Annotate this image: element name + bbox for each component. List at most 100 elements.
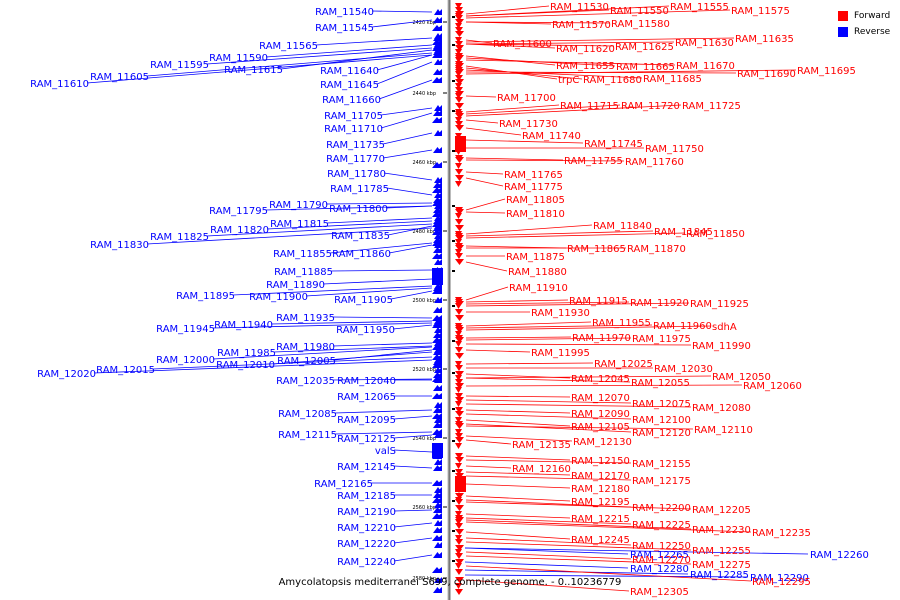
reverse-gene-label: RAM_12020 bbox=[37, 369, 96, 380]
forward-leader-line bbox=[465, 377, 631, 383]
forward-leader-line bbox=[465, 21, 611, 24]
reverse-feature-glyph bbox=[432, 535, 442, 541]
forward-gene-label: RAM_12075 bbox=[632, 399, 691, 410]
forward-gene-label: RAM_11870 bbox=[627, 244, 686, 255]
reverse-gene-label: RAM_12220 bbox=[337, 539, 396, 550]
reverse-leader-line bbox=[376, 61, 433, 85]
forward-gene-label: RAM_11680 bbox=[583, 75, 642, 86]
reverse-gene-label: RAM_11885 bbox=[274, 267, 333, 278]
reverse-leader-line bbox=[380, 112, 433, 129]
reverse-gene-label: RAM_11785 bbox=[330, 184, 389, 195]
reverse-feature-glyph bbox=[432, 480, 442, 486]
reverse-gene-label: RAM_11830 bbox=[90, 240, 149, 251]
reverse-feature-glyph bbox=[433, 218, 442, 224]
reverse-feature-glyph bbox=[432, 413, 442, 419]
reverse-feature-glyph bbox=[432, 315, 442, 321]
forward-feature-glyph bbox=[455, 433, 463, 439]
reverse-feature-glyph bbox=[434, 177, 442, 183]
reverse-feature-glyph bbox=[433, 385, 442, 391]
reverse-leader-line bbox=[322, 278, 433, 285]
feature-tick bbox=[452, 305, 455, 307]
forward-feature-glyph bbox=[455, 393, 463, 399]
forward-feature-glyph bbox=[455, 103, 464, 109]
reverse-leader-line bbox=[332, 342, 433, 347]
reverse-gene-label: RAM_11940 bbox=[214, 320, 273, 331]
reverse-gene-label: RAM_11890 bbox=[266, 280, 325, 291]
reverse-feature-block bbox=[432, 268, 443, 285]
scale-label: 2460 kbp bbox=[412, 160, 436, 166]
reverse-feature-glyph bbox=[433, 69, 442, 75]
forward-feature-glyph bbox=[455, 259, 464, 265]
reverse-feature-glyph bbox=[433, 237, 442, 243]
forward-gene-label: RAM_11665 bbox=[616, 62, 675, 73]
forward-gene-label: RAM_11775 bbox=[504, 182, 563, 193]
forward-leader-line bbox=[465, 59, 676, 66]
forward-leader-line bbox=[465, 579, 630, 592]
forward-gene-label: RAM_11910 bbox=[509, 283, 568, 294]
forward-feature-glyph bbox=[455, 23, 462, 29]
forward-feature-glyph bbox=[455, 31, 464, 37]
forward-feature-glyph bbox=[455, 27, 463, 33]
reverse-leader-line bbox=[382, 149, 433, 159]
forward-leader-line bbox=[465, 198, 506, 211]
reverse-leader-line bbox=[392, 324, 433, 330]
reverse-leader-line bbox=[393, 449, 433, 453]
forward-leader-line bbox=[465, 455, 571, 461]
forward-leader-line bbox=[465, 419, 571, 427]
forward-gene-label: RAM_11850 bbox=[686, 229, 745, 240]
reverse-leader-line bbox=[464, 574, 749, 578]
reverse-gene-label: RAM_11860 bbox=[332, 249, 391, 260]
reverse-gene-label: RAM_11735 bbox=[326, 140, 385, 151]
legend-label-reverse: Reverse bbox=[854, 27, 891, 37]
forward-leader-line bbox=[465, 336, 572, 339]
forward-feature-glyph bbox=[455, 209, 464, 215]
reverse-feature-glyph bbox=[433, 225, 442, 231]
forward-feature-glyph bbox=[455, 93, 462, 99]
forward-gene-label: RAM_11995 bbox=[531, 348, 590, 359]
forward-leader-line bbox=[465, 177, 504, 187]
forward-gene-label: trpC bbox=[558, 75, 579, 86]
reverse-leader-line bbox=[371, 10, 433, 13]
legend: Forward Reverse bbox=[838, 8, 890, 40]
feature-tick bbox=[452, 110, 455, 112]
forward-gene-label: RAM_11555 bbox=[670, 2, 729, 13]
reverse-gene-label: RAM_11935 bbox=[276, 313, 335, 324]
feature-tick bbox=[452, 150, 455, 152]
reverse-gene-label: RAM_11790 bbox=[269, 200, 328, 211]
reverse-gene-label: RAM_11615 bbox=[224, 65, 283, 76]
forward-gene-label: RAM_11685 bbox=[643, 74, 702, 85]
reverse-leader-line bbox=[382, 132, 433, 145]
figure-caption: Amycolatopsis mediterranei S699, complet… bbox=[278, 577, 622, 588]
reverse-leader-line bbox=[334, 409, 433, 414]
forward-gene-label: RAM_11725 bbox=[682, 101, 741, 112]
reverse-feature-glyph bbox=[434, 327, 442, 333]
forward-feature-glyph bbox=[455, 309, 463, 315]
forward-gene-label: RAM_12030 bbox=[654, 364, 713, 375]
forward-feature-glyph bbox=[455, 387, 462, 393]
forward-feature-glyph bbox=[455, 225, 464, 231]
reverse-gene-label: RAM_12095 bbox=[337, 415, 396, 426]
feature-tick bbox=[452, 500, 455, 502]
forward-gene-label: RAM_12200 bbox=[632, 503, 691, 514]
forward-feature-glyph bbox=[455, 519, 462, 525]
forward-gene-label: RAM_11915 bbox=[569, 296, 628, 307]
reverse-leader-line bbox=[393, 434, 433, 439]
reverse-feature-glyph bbox=[434, 367, 442, 373]
forward-gene-label: RAM_11670 bbox=[676, 61, 735, 72]
forward-feature-glyph bbox=[455, 417, 462, 423]
reverse-gene-label: RAM_11905 bbox=[334, 295, 393, 306]
forward-leader-line bbox=[465, 230, 654, 237]
reverse-gene-label: RAM_12260 bbox=[810, 550, 869, 561]
forward-leader-line bbox=[465, 565, 752, 582]
reverse-leader-line bbox=[385, 205, 433, 209]
forward-leader-line bbox=[465, 537, 632, 546]
reverse-feature-glyph bbox=[434, 520, 442, 526]
forward-feature-glyph bbox=[455, 249, 462, 255]
reverse-gene-label: valS bbox=[375, 446, 396, 457]
reverse-leader-line bbox=[332, 378, 433, 381]
reverse-feature-glyph bbox=[433, 207, 442, 213]
reverse-gene-label: RAM_12190 bbox=[337, 507, 396, 518]
forward-feature-glyph bbox=[455, 175, 464, 181]
forward-leader-line bbox=[465, 475, 632, 481]
feature-tick bbox=[452, 470, 455, 472]
